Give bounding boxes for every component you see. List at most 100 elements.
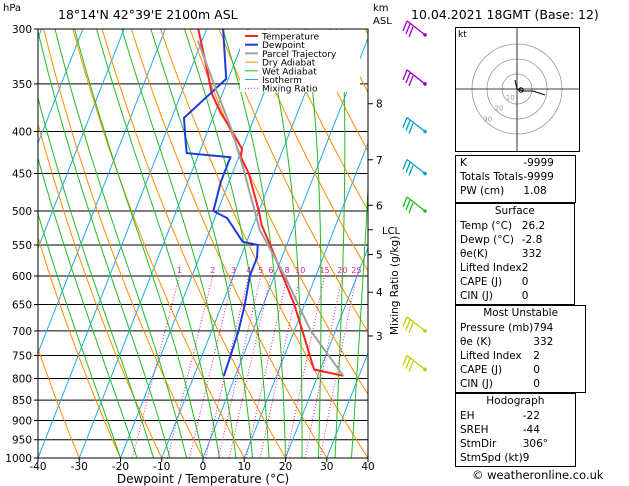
hodograph-ring-label: 30 — [483, 115, 492, 123]
param-row: CAPE (J) 0 — [456, 275, 574, 289]
pressure-tick-label: 500 — [12, 206, 32, 218]
dry-adiabat-line — [38, 236, 121, 458]
wind-barb — [402, 158, 427, 176]
param-label: SREH — [460, 424, 489, 436]
mixing-ratio-value-label: 8 — [285, 266, 290, 275]
wind-barb — [402, 196, 427, 214]
wet-adiabat-line — [351, 179, 368, 458]
isotherm-line — [326, 351, 368, 458]
pressure-tick-label: 700 — [12, 326, 32, 338]
storm-motion-marker — [518, 87, 524, 93]
param-label: CIN (J) — [460, 290, 493, 302]
location-title: 18°14'N 42°39'E 2100m ASL — [58, 7, 238, 22]
mixing-ratio-value-label: 10 — [295, 266, 305, 275]
wind-barb-staff — [406, 196, 426, 212]
isotherm-line — [38, 29, 208, 458]
series-parcel-trajectory — [196, 40, 345, 377]
mixing-ratio-line — [304, 275, 343, 458]
temp-tick-label: -10 — [153, 461, 170, 473]
param-row: Dewp (°C) -2.8 — [456, 233, 574, 247]
wind-barb-flag — [405, 23, 411, 35]
wind-barb-flag — [405, 162, 411, 173]
param-value: 9 — [522, 452, 530, 464]
mixing-ratio-line — [228, 275, 272, 458]
param-value: -9999 — [523, 171, 554, 183]
param-label: Dewp (°C) — [460, 234, 514, 246]
pressure-tick-label: 950 — [12, 435, 32, 447]
param-label: Lifted Index — [460, 350, 522, 362]
wet-adiabat-line — [222, 29, 286, 458]
param-row: EH -22 — [456, 409, 575, 423]
wind-barb-flag — [402, 20, 408, 32]
wind-barb — [402, 69, 427, 87]
param-label: CAPE (J) — [460, 276, 503, 288]
mixing-ratio-line — [217, 275, 262, 458]
wind-barb-staff — [406, 354, 426, 370]
wet-adiabat-line — [38, 96, 154, 458]
param-label: Totals Totals — [460, 171, 524, 183]
mixing-ratio-value-label: 6 — [268, 266, 273, 275]
param-row: PW (cm) 1.08 — [456, 184, 575, 198]
wind-barb-flag — [402, 117, 408, 128]
wet-adiabat-line — [263, 29, 303, 458]
surface-title: Surface — [494, 205, 535, 217]
param-value: 0 — [533, 378, 540, 390]
pressure-tick-label: 900 — [12, 415, 32, 427]
dry-adiabat-line — [130, 29, 328, 458]
most-unstable-title: Most Unstable — [483, 307, 559, 319]
isotherm-line — [202, 36, 368, 458]
param-value: 26.2 — [521, 220, 546, 232]
param-label: θe(K) — [460, 248, 488, 260]
wind-barb-flag — [402, 196, 408, 208]
param-row: K -9999 — [456, 156, 575, 170]
hpa-unit: hPa — [3, 3, 22, 14]
wet-adiabat-line — [38, 29, 171, 458]
hodograph-params-title: Hodograph — [486, 395, 545, 407]
series-dewpoint — [182, 29, 259, 377]
datetime-title: 10.04.2021 18GMT (Base: 12) — [411, 7, 599, 22]
wet-adiabat-line — [74, 29, 204, 458]
wind-barb-dot — [423, 329, 427, 333]
surface-panel: Surface Temp (°C) 26.2 Dewp (°C) -2.8 θe(K) 3… — [455, 203, 575, 305]
plot-frame — [37, 28, 369, 459]
param-label: StmSpd (kt) — [460, 452, 523, 464]
wind-barb — [402, 316, 427, 334]
mixing-ratio-line — [188, 275, 234, 458]
dry-adiabat-line — [101, 29, 286, 458]
legend-entry: Wet Adiabat — [262, 67, 317, 77]
dry-adiabat-line — [160, 29, 368, 458]
wind-barb-flag — [402, 316, 408, 328]
wet-adiabat-line — [121, 29, 237, 458]
wet-adiabat-line — [96, 29, 220, 458]
most-unstable-panel: Most Unstable Pressure (mb) 794 θe (K) 332 L… — [455, 305, 587, 393]
param-value: 332 — [533, 336, 554, 348]
wind-barb-staff — [406, 316, 426, 332]
wind-barb-flag — [408, 202, 414, 214]
param-value: 306° — [522, 438, 549, 450]
wind-barb-staff — [406, 20, 426, 36]
mixing-ratio-line — [285, 275, 325, 458]
temp-tick-label: 10 — [238, 461, 251, 473]
wind-barb — [402, 20, 427, 38]
wind-barb-flag — [405, 199, 411, 211]
mixing-ratio-value-label: 25 — [351, 266, 361, 275]
km-tick-label: 7 — [376, 155, 383, 167]
hodograph-ring-label: 20 — [495, 105, 504, 113]
param-row: Totals Totals -9999 — [456, 170, 575, 184]
wet-adiabat-line — [334, 29, 346, 458]
param-row: CIN (J) 0 — [456, 289, 574, 303]
wind-barb-flag — [402, 159, 408, 170]
pressure-tick-label: 550 — [12, 240, 32, 252]
param-row: SREH -44 — [456, 423, 575, 437]
param-row: Temp (°C) 26.2 — [456, 219, 574, 233]
wind-barb-dot — [423, 33, 427, 37]
wind-barb-dot — [423, 209, 427, 213]
km-unit: km — [373, 3, 389, 14]
legend-entry: Dewpoint — [262, 41, 305, 51]
wet-adiabat-line — [38, 212, 121, 458]
pressure-tick-label: 300 — [12, 24, 32, 36]
legend-entry: Parcel Trajectory — [262, 50, 337, 60]
km-tick-label: 5 — [376, 250, 383, 262]
wind-barb-flag — [408, 361, 414, 372]
